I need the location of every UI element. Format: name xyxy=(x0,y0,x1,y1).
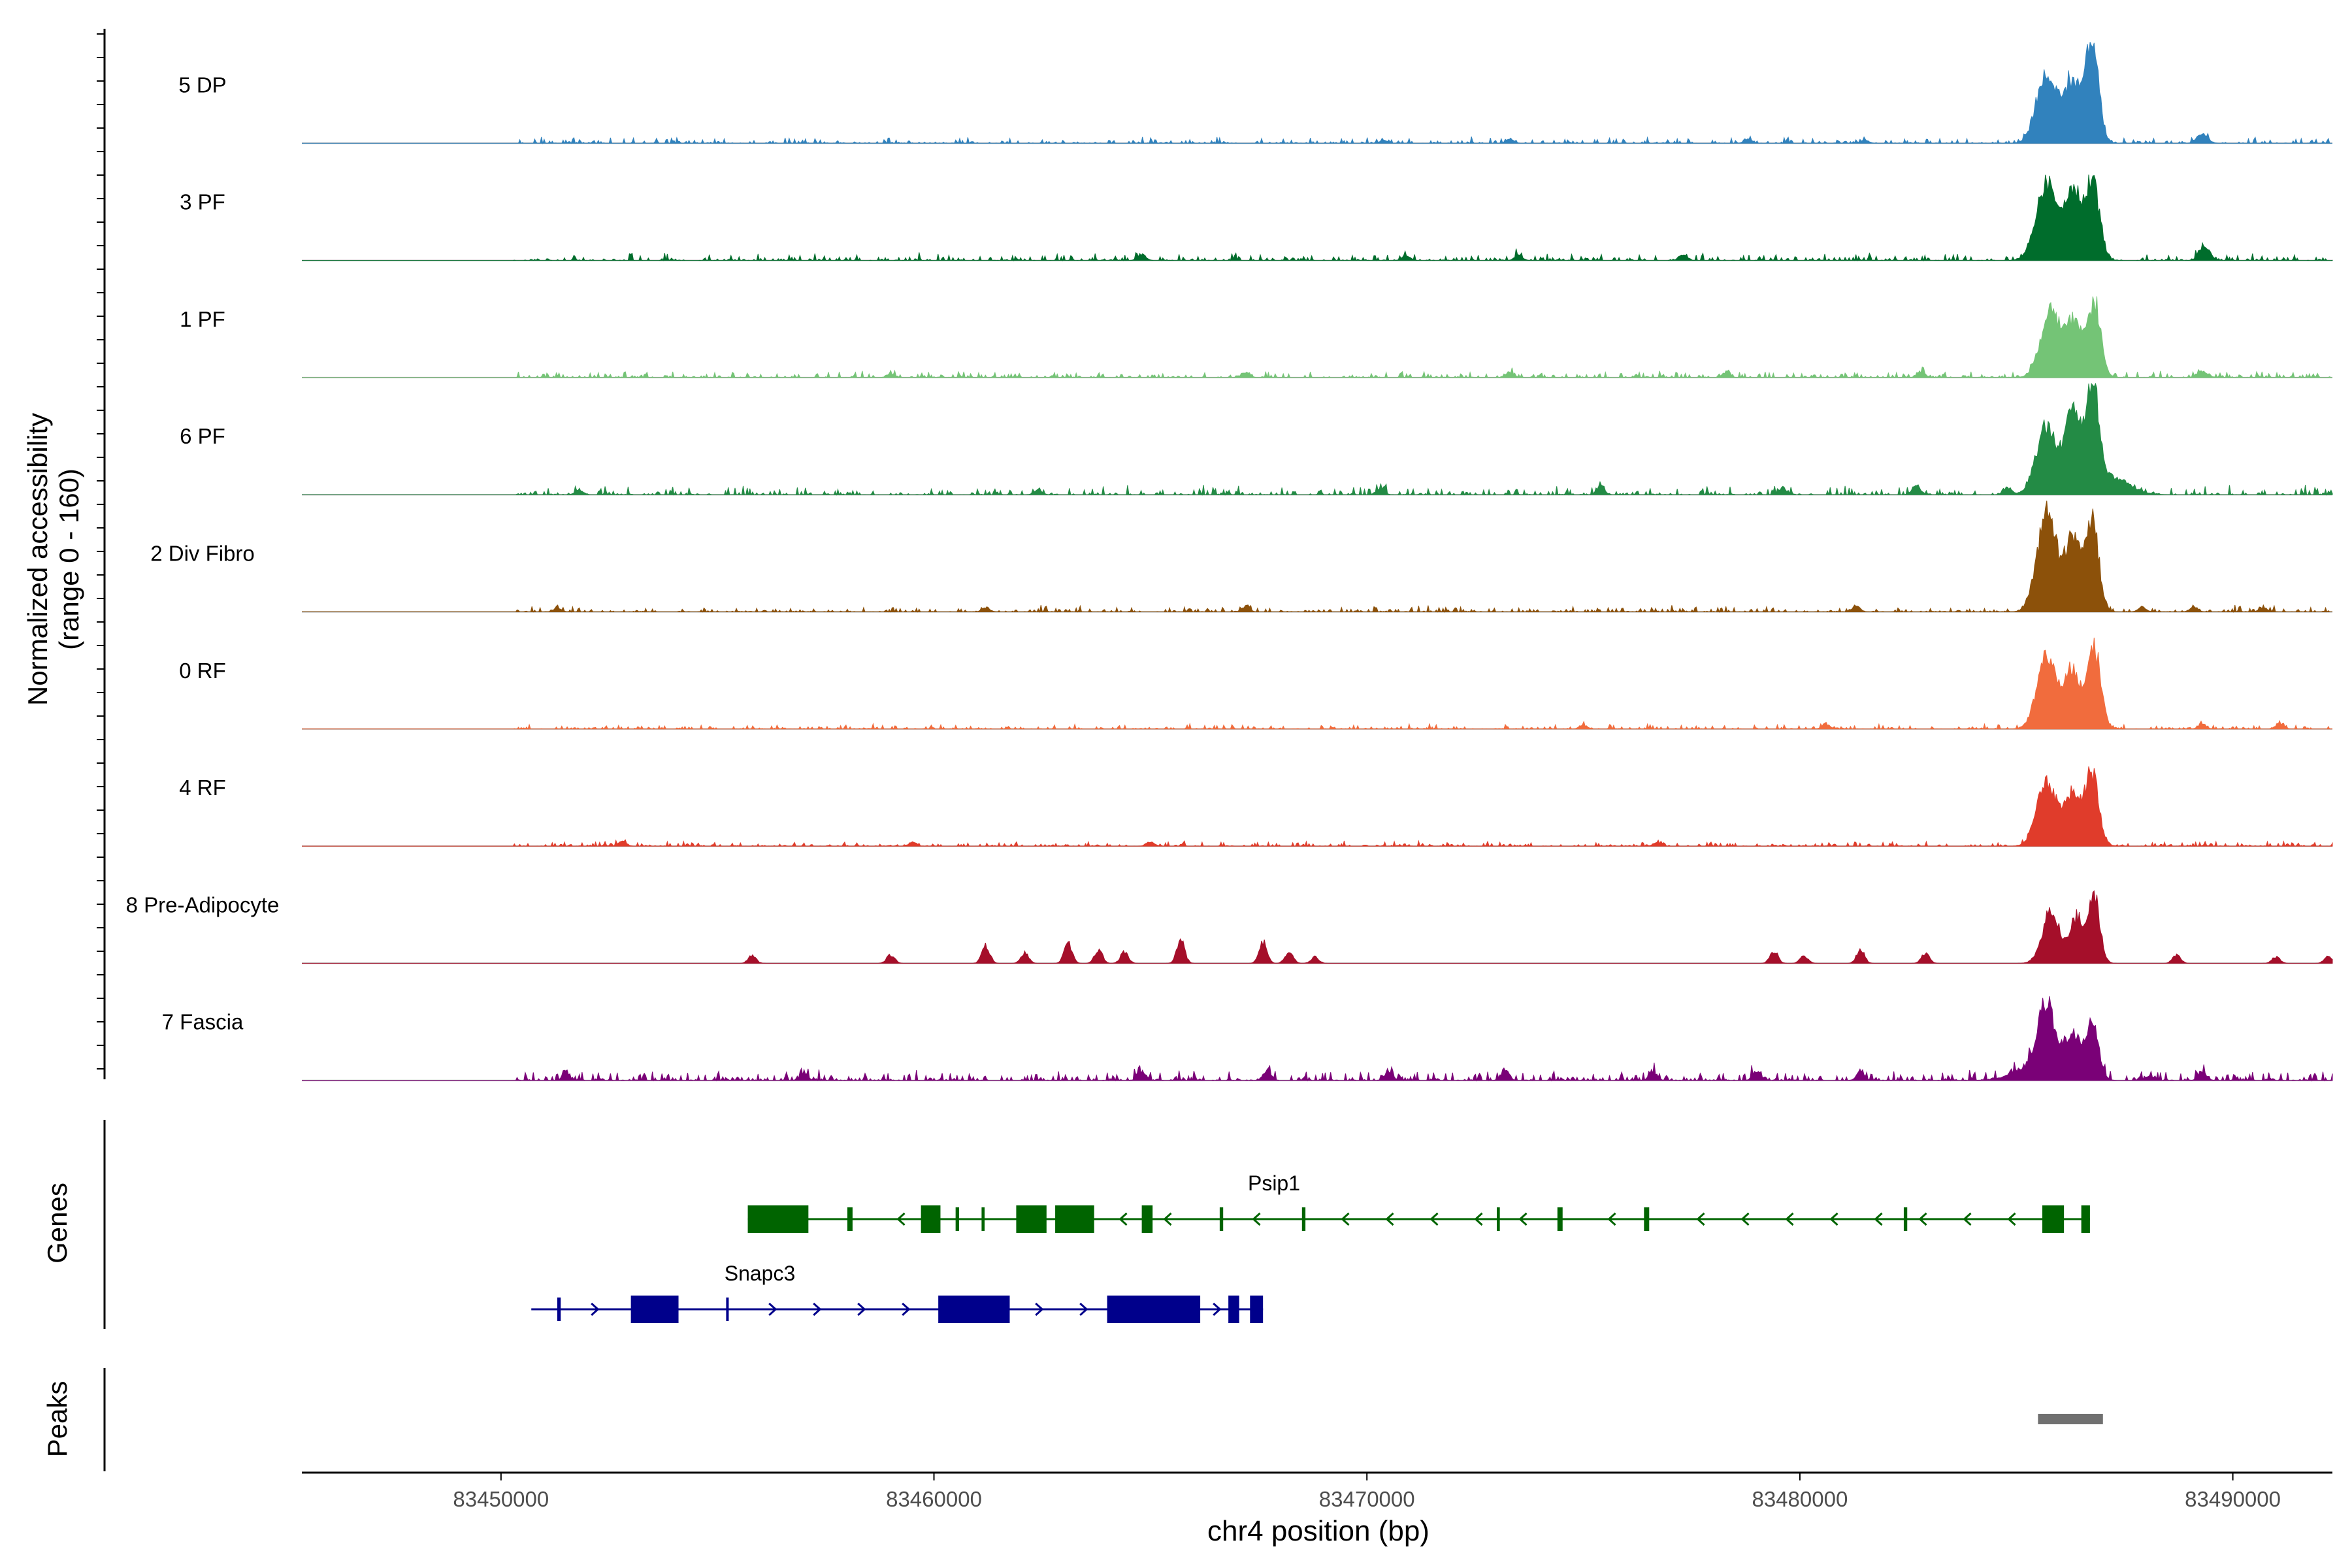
strand-arrow xyxy=(1119,1212,1128,1226)
x-axis-tick-label: 83450000 xyxy=(453,1487,549,1511)
gene-name-label: Snapc3 xyxy=(725,1262,796,1285)
y-axis xyxy=(97,29,106,1079)
strand-arrow xyxy=(1213,1302,1222,1316)
y-axis-label-line2: (range 0 - 160) xyxy=(54,468,84,650)
strand-arrow xyxy=(768,1302,777,1316)
coverage-area xyxy=(302,638,2333,730)
track-4-rf: 4 RF xyxy=(179,766,2333,847)
gene-exon xyxy=(955,1207,959,1231)
gene-exon xyxy=(1497,1207,1500,1231)
gene-exon xyxy=(1219,1207,1224,1231)
coverage-area xyxy=(302,296,2332,379)
tracks: 5 DP 3 PF 1 PF 6 PF 2 Div Fibro 0 RF 4 RF 8 Pre… xyxy=(126,42,2333,1082)
track-label: 6 PF xyxy=(180,424,225,448)
peak-region-bar xyxy=(2038,1414,2103,1424)
track-3-pf: 3 PF xyxy=(180,174,2333,262)
track-label: 0 RF xyxy=(179,659,226,683)
track-6-pf: 6 PF xyxy=(180,382,2333,497)
peaks-panel-label: Peaks xyxy=(42,1381,73,1458)
gene-exon xyxy=(1301,1207,1306,1231)
track-2-div-fibro: 2 Div Fibro xyxy=(150,500,2332,613)
gene-exon xyxy=(1250,1296,1264,1323)
coverage-area xyxy=(302,500,2332,613)
track-label: 7 Fascia xyxy=(162,1010,244,1034)
gene-exon xyxy=(921,1205,941,1233)
strand-arrow xyxy=(1429,1212,1439,1226)
gene-exon xyxy=(747,1205,809,1233)
gene-exon xyxy=(938,1296,1010,1323)
gene-exon xyxy=(630,1296,679,1323)
strand-arrow xyxy=(1785,1212,1794,1226)
gene-exon xyxy=(1107,1296,1201,1323)
strand-arrow xyxy=(1079,1302,1088,1316)
peak-regions xyxy=(2038,1414,2103,1424)
x-axis-label: chr4 position (bp) xyxy=(1207,1515,1429,1547)
strand-arrow xyxy=(1341,1212,1350,1226)
coverage-area xyxy=(302,766,2333,847)
gene-exon xyxy=(847,1207,853,1231)
gene-exon xyxy=(726,1298,729,1321)
track-label: 1 PF xyxy=(180,307,225,331)
track-label: 8 Pre-Adipocyte xyxy=(126,892,280,917)
coverage-area xyxy=(302,996,2333,1082)
strand-arrow xyxy=(1252,1212,1261,1226)
strand-arrow xyxy=(1918,1212,1927,1226)
strand-arrow xyxy=(1829,1212,1838,1226)
coverage-area xyxy=(302,42,2332,145)
gene-exon xyxy=(2042,1205,2065,1233)
y-axis-label-line1: Normalized accessibility xyxy=(22,413,53,706)
strand-arrow xyxy=(1963,1212,1972,1226)
track-7-fascia: 7 Fascia xyxy=(162,996,2333,1082)
strand-arrow xyxy=(1696,1212,1705,1226)
x-axis: 83450000 83460000 83470000 83480000 83490000 xyxy=(302,1471,2332,1511)
gene-snapc3: Snapc3 xyxy=(531,1262,1264,1323)
strand-arrow xyxy=(1874,1212,1883,1226)
track-5-dp: 5 DP xyxy=(178,42,2332,145)
track-label: 2 Div Fibro xyxy=(150,542,255,566)
gene-psip1: Psip1 xyxy=(747,1171,2090,1233)
strand-arrow xyxy=(1607,1212,1616,1226)
gene-exon xyxy=(1903,1207,1908,1231)
x-axis-tick-label: 83490000 xyxy=(2185,1487,2281,1511)
strand-arrow xyxy=(1163,1212,1172,1226)
strand-arrow xyxy=(591,1302,600,1316)
gene-exon xyxy=(981,1207,985,1231)
track-0-rf: 0 RF xyxy=(179,638,2333,730)
track-label: 3 PF xyxy=(180,190,225,214)
coverage-area xyxy=(302,174,2333,262)
gene-exon xyxy=(1141,1205,1153,1233)
strand-arrow xyxy=(2007,1212,2016,1226)
track-label: 4 RF xyxy=(179,776,226,800)
coverage-area xyxy=(302,382,2333,497)
strand-arrow xyxy=(857,1302,866,1316)
strand-arrow xyxy=(1474,1212,1483,1226)
gene-exon xyxy=(1644,1207,1650,1231)
coverage-area xyxy=(302,890,2333,964)
gene-name-label: Psip1 xyxy=(1248,1171,1300,1195)
gene-annotations: Psip1 Snapc3 xyxy=(531,1171,2090,1323)
x-axis-tick-label: 83480000 xyxy=(1752,1487,1848,1511)
strand-arrow xyxy=(1518,1212,1527,1226)
gene-exon xyxy=(1557,1207,1563,1231)
gene-exon xyxy=(557,1298,561,1321)
strand-arrow xyxy=(902,1302,911,1316)
strand-arrow xyxy=(896,1212,906,1226)
strand-arrow xyxy=(813,1302,822,1316)
x-axis-tick-label: 83460000 xyxy=(886,1487,982,1511)
gene-exon xyxy=(2081,1205,2090,1233)
gene-exon xyxy=(1016,1205,1047,1233)
x-axis-tick-label: 83470000 xyxy=(1319,1487,1415,1511)
track-8-pre-adipocyte: 8 Pre-Adipocyte xyxy=(126,890,2333,964)
gene-exon xyxy=(1055,1205,1094,1233)
track-1-pf: 1 PF xyxy=(180,296,2332,379)
gene-exon xyxy=(1228,1296,1239,1323)
track-label: 5 DP xyxy=(178,73,226,97)
strand-arrow xyxy=(1385,1212,1394,1226)
strand-arrow xyxy=(1740,1212,1750,1226)
strand-arrow xyxy=(1035,1302,1044,1316)
genes-panel-label: Genes xyxy=(42,1183,73,1264)
